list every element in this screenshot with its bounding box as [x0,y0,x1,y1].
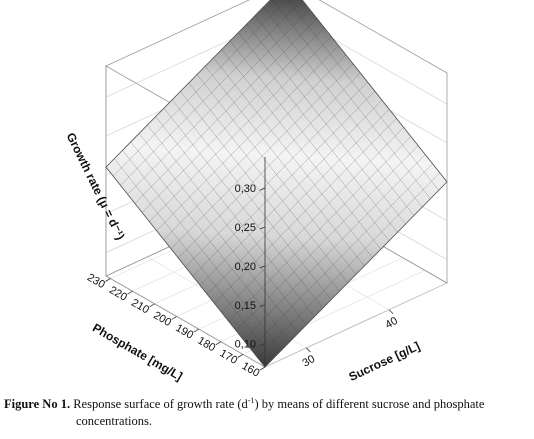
y-tick [149,303,155,308]
mesh-line [134,18,318,204]
z-tick [259,343,266,347]
x-tick-label: 40 [383,315,400,332]
mesh-line [185,81,368,268]
mesh-line [272,0,431,199]
mesh-line [155,116,315,317]
mesh-line [180,91,340,292]
mesh-line [221,49,382,250]
x-axis-label: Sucrose [g/L] [347,339,422,384]
mesh-line [127,9,310,195]
y-tick [259,366,266,371]
mesh-line [243,154,426,340]
mesh-line [130,141,291,342]
mesh-line [114,158,274,359]
mesh-line [287,0,439,191]
mesh-line [105,0,271,168]
mesh-line [238,32,398,233]
mesh-line [207,109,390,295]
caption-superscript: -1 [247,395,255,405]
y-tick [237,354,244,358]
y-axis-label: Phosphate [mg/L] [90,321,185,384]
mesh-line [254,15,415,216]
mesh-line [205,65,365,267]
z-tick [259,304,266,308]
mesh-line [235,145,419,331]
mesh-line [246,23,406,225]
mesh-line [163,108,324,309]
z-tick-label: 0,30 [235,183,256,195]
response-surface-plot: 0,100,150,200,250,3016017018019020021022… [64,0,448,384]
caption-label: Figure No 1. [4,397,71,411]
y-tick [127,290,133,295]
x-tick [388,309,394,315]
mesh-line [149,36,332,222]
z-tick-label: 0,10 [235,339,256,351]
mesh-line [178,72,361,259]
mesh-line [257,172,440,359]
z-tick-label: 0,25 [235,222,256,234]
z-tick [259,265,266,269]
caption-text-2: ) by means of different sucrose and phos… [254,397,485,411]
z-tick-label: 0,20 [235,261,256,273]
grid-line-y-floor [264,282,448,368]
y-tick [105,278,111,282]
z-axis-label: Growth rate (μ = d⁻¹) [64,130,128,242]
mesh-line [228,136,412,322]
y-tick [193,328,199,333]
mesh-line [213,57,373,258]
mesh-line [264,181,448,368]
y-tick [215,341,222,346]
mesh-line [105,166,266,368]
mesh-line [214,118,397,304]
mesh-line [120,0,303,186]
x-tick [306,347,311,353]
surface [105,0,448,368]
surface-fill [105,0,448,368]
mesh-line [141,27,325,213]
z-tick [259,187,266,191]
caption-text-1: Response surface of growth rate (d [70,397,248,411]
mesh-line [229,40,390,241]
mesh-line [170,63,354,250]
mesh-line [221,127,404,313]
mesh-line [301,0,448,183]
mesh-line [188,82,348,284]
caption-line-1: Figure No 1. Response surface of growth … [4,396,484,413]
y-tick [171,316,177,320]
mesh-line [122,150,282,351]
mesh-line [262,7,423,208]
caption-line-2: concentrations. [76,414,153,428]
mesh-line [196,74,357,275]
x-tick-label: 30 [301,353,318,370]
mesh-line [147,124,307,326]
mesh-line [199,99,383,286]
z-tick-label: 0,15 [235,300,256,312]
mesh-line [192,90,375,277]
mesh-line [156,45,339,231]
mesh-line [163,54,346,240]
y-tick-label: 230 [85,272,107,292]
mesh-line [113,0,287,177]
mesh-line [250,163,433,350]
z-tick [259,226,266,230]
mesh-line [138,133,299,334]
mesh-line [171,99,332,300]
